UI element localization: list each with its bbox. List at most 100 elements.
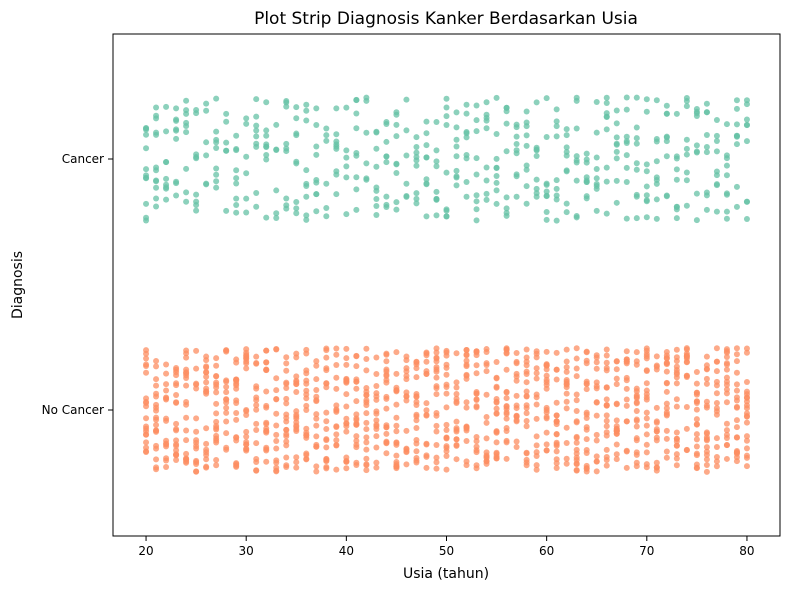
strip-point [253, 127, 260, 134]
strip-point [403, 461, 410, 468]
strip-point [613, 366, 620, 373]
strip-point [363, 419, 370, 426]
strip-point [383, 450, 390, 457]
strip-point [353, 433, 360, 440]
strip-point [303, 367, 310, 374]
strip-point [323, 132, 330, 139]
strip-point [413, 425, 420, 432]
strip-point [563, 380, 570, 387]
strip-point [273, 422, 280, 429]
strip-point [553, 118, 560, 125]
strip-point [673, 346, 680, 353]
strip-point [533, 415, 540, 422]
strip-point [333, 138, 340, 145]
strip-point [423, 370, 430, 377]
strip-point [273, 445, 280, 452]
strip-point [483, 196, 490, 203]
strip-point [273, 457, 280, 464]
strip-point [413, 134, 420, 141]
strip-point [293, 198, 300, 205]
strip-point [713, 345, 720, 352]
strip-point [503, 395, 510, 402]
strip-point [713, 443, 720, 450]
strip-point [153, 177, 160, 184]
strip-point [723, 155, 730, 162]
strip-point [433, 366, 440, 373]
strip-point [373, 383, 380, 390]
strip-point [413, 413, 420, 420]
strip-point [293, 454, 300, 461]
strip-point [703, 192, 710, 199]
strip-point [343, 420, 350, 427]
strip-point [143, 431, 150, 438]
strip-point [713, 132, 720, 139]
strip-point [693, 369, 700, 376]
strip-point [183, 354, 190, 361]
strip-point [213, 362, 220, 369]
strip-point [213, 457, 220, 464]
strip-point [623, 447, 630, 454]
strip-point [633, 94, 640, 101]
strip-point [143, 347, 150, 354]
strip-point [463, 458, 470, 465]
strip-point [143, 126, 150, 133]
strip-point [583, 426, 590, 433]
strip-point [663, 102, 670, 109]
strip-point [493, 428, 500, 435]
strip-point [153, 363, 160, 370]
strip-point [183, 414, 190, 421]
strip-point [473, 449, 480, 456]
strip-point [183, 189, 190, 196]
strip-point [643, 441, 650, 448]
strip-point [583, 380, 590, 387]
strip-point [353, 437, 360, 444]
strip-point [623, 152, 630, 159]
strip-point [343, 361, 350, 368]
strip-point [643, 415, 650, 422]
strip-point [673, 369, 680, 376]
strip-point [213, 439, 220, 446]
strip-point [693, 452, 700, 459]
strip-point [653, 459, 660, 466]
strip-point [653, 428, 660, 435]
strip-point [533, 99, 540, 106]
strip-point [503, 194, 510, 201]
strip-point [603, 423, 610, 430]
strip-point [703, 468, 710, 475]
strip-point [513, 350, 520, 357]
strip-point [343, 147, 350, 154]
strip-point [463, 179, 470, 186]
strip-point [583, 386, 590, 393]
strip-point [523, 423, 530, 430]
strip-point [253, 122, 260, 129]
strip-point [273, 468, 280, 475]
strip-point [153, 442, 160, 449]
strip-point [443, 213, 450, 220]
strip-point [453, 174, 460, 181]
strip-point [443, 427, 450, 434]
strip-point [493, 405, 500, 412]
strip-point [173, 116, 180, 123]
strip-point [143, 425, 150, 432]
strip-point [493, 439, 500, 446]
strip-point [553, 448, 560, 455]
strip-point [213, 462, 220, 469]
strip-point [703, 362, 710, 369]
strip-point [673, 380, 680, 387]
strip-point [313, 208, 320, 215]
strip-point [493, 94, 500, 101]
strip-point [553, 430, 560, 437]
strip-point [433, 118, 440, 125]
strip-point [733, 183, 740, 190]
strip-point [323, 380, 330, 387]
strip-point [243, 115, 250, 122]
strip-point [423, 441, 430, 448]
strip-point [203, 385, 210, 392]
strip-point [493, 187, 500, 194]
strip-point [313, 176, 320, 183]
strip-point [263, 419, 270, 426]
strip-point [143, 400, 150, 407]
strip-point [333, 385, 340, 392]
strip-point [283, 462, 290, 469]
